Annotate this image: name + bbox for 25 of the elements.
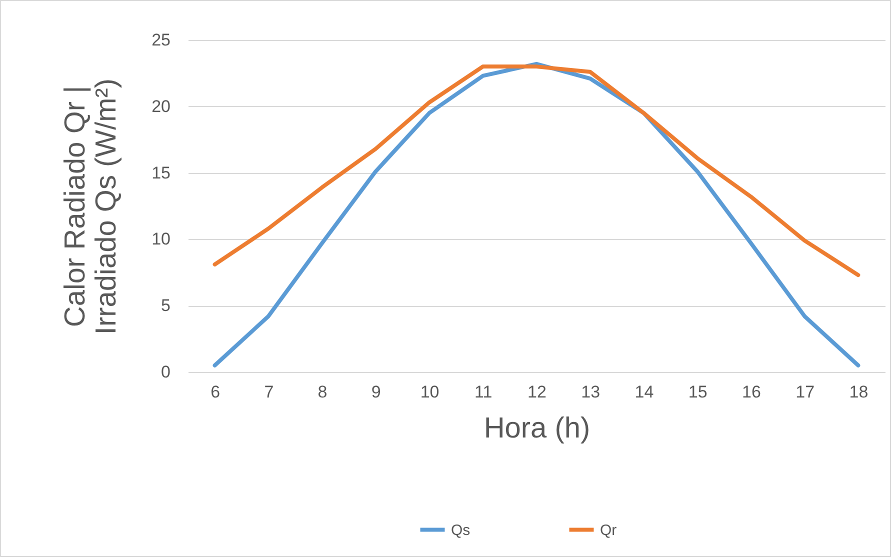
x-tick-label: 15 bbox=[688, 382, 708, 402]
x-tick-label: 12 bbox=[528, 382, 546, 402]
y-tick-label: 25 bbox=[152, 30, 170, 50]
legend-label: Qs bbox=[451, 522, 470, 539]
y-tick-label: 5 bbox=[161, 296, 170, 316]
x-tick-label: 11 bbox=[474, 382, 492, 402]
x-tick-label: 6 bbox=[210, 382, 220, 402]
y-axis-title: Calor Radiado Qr | Irradiado Qs (W/m²) bbox=[60, 78, 123, 335]
x-tick-label: 10 bbox=[420, 382, 440, 402]
x-tick-label: 9 bbox=[371, 382, 381, 402]
y-tick-label: 15 bbox=[152, 163, 170, 182]
y-tick-label: 0 bbox=[161, 362, 170, 382]
x-tick-label: 7 bbox=[264, 382, 274, 402]
x-tick-label: 17 bbox=[796, 382, 815, 402]
x-tick-label: 16 bbox=[742, 382, 761, 402]
legend-label: Qr bbox=[600, 522, 617, 539]
y-tick-label: 10 bbox=[152, 230, 170, 249]
x-tick-label: 8 bbox=[318, 382, 328, 402]
y-tick-label: 20 bbox=[152, 96, 170, 116]
x-axis-title: Hora (h) bbox=[484, 412, 590, 444]
line-series bbox=[212, 62, 860, 368]
x-tick-label: 13 bbox=[581, 382, 600, 402]
x-tick-label: 18 bbox=[849, 382, 868, 402]
line-series bbox=[212, 64, 860, 278]
x-tick-label: 14 bbox=[634, 382, 654, 402]
